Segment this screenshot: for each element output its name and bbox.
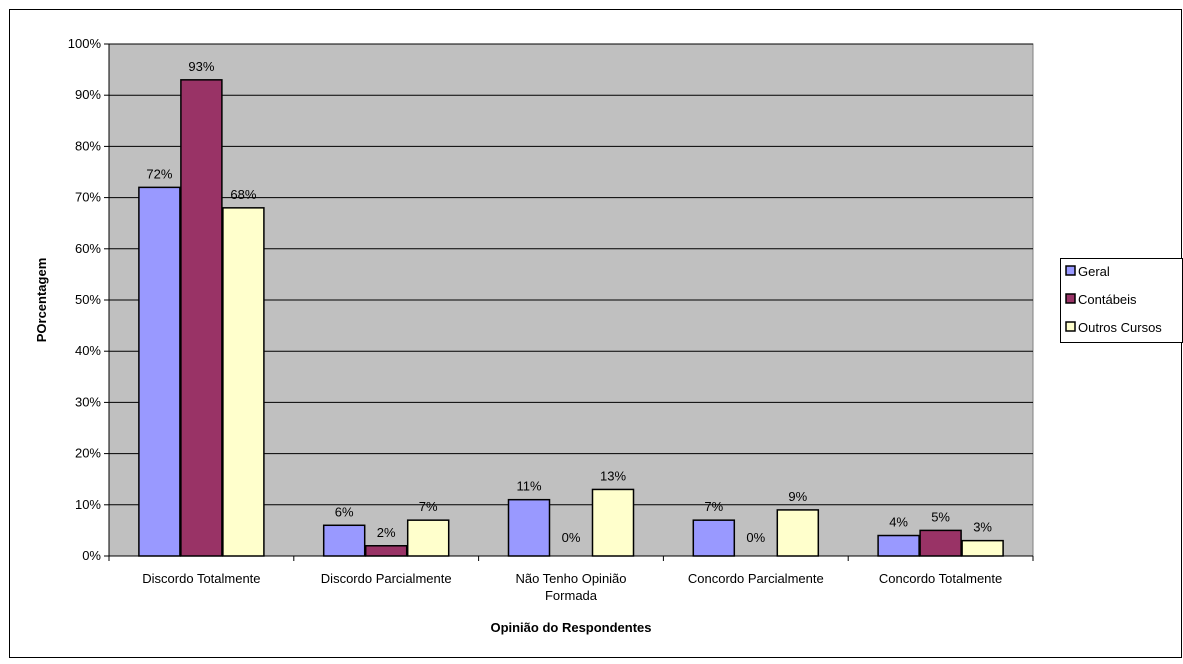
- x-tick-label: Não Tenho Opinião: [515, 571, 626, 586]
- data-label: 4%: [889, 515, 908, 530]
- y-tick-label: 20%: [75, 446, 101, 461]
- y-tick-label: 40%: [75, 343, 101, 358]
- data-label: 5%: [931, 509, 950, 524]
- y-axis-title: POrcentagem: [34, 258, 49, 343]
- x-axis-title: Opinião do Respondentes: [490, 620, 651, 635]
- x-tick-label: Formada: [545, 588, 598, 603]
- y-tick-label: 100%: [68, 36, 102, 51]
- bar: [919, 529, 962, 557]
- x-tick-label: Concordo Parcialmente: [688, 571, 824, 586]
- y-axis-ticks: 0% 10% 20% 30% 40% 50% 60% 70% 80% 90% 100%: [68, 36, 109, 563]
- bar: [364, 545, 408, 557]
- data-label: 11%: [516, 479, 541, 494]
- data-label: 2%: [377, 525, 396, 540]
- y-tick-label: 50%: [75, 292, 101, 307]
- y-tick-label: 90%: [75, 87, 101, 102]
- data-label: 7%: [704, 499, 723, 514]
- data-label: 72%: [146, 166, 172, 181]
- data-label: 3%: [973, 520, 992, 535]
- legend-label: Outros Cursos: [1078, 320, 1162, 335]
- y-tick-label: 0%: [82, 548, 101, 563]
- legend: Geral Contábeis Outros Cursos: [1060, 258, 1183, 343]
- bar: [591, 488, 635, 557]
- legend-label: Contábeis: [1078, 292, 1137, 307]
- x-tick-label: Discordo Totalmente: [142, 571, 260, 586]
- legend-label: Geral: [1078, 264, 1110, 279]
- data-label: 6%: [335, 504, 354, 519]
- bar: [961, 539, 1004, 557]
- legend-items: Geral Contábeis Outros Cursos: [1065, 264, 1162, 335]
- data-labels: 72% 6% 11% 7% 4% 93% 2% 0% 0% 5% 68% 7% 13% 9% 3%: [146, 59, 992, 545]
- y-tick-label: 70%: [75, 190, 101, 205]
- y-tick-label: 60%: [75, 241, 101, 256]
- legend-box: [1060, 258, 1183, 343]
- bar: [138, 186, 181, 557]
- bar: [776, 509, 820, 557]
- bar: [877, 534, 920, 557]
- bar: [180, 79, 223, 557]
- data-label: 93%: [188, 59, 214, 74]
- x-tick-label: Discordo Parcialmente: [321, 571, 452, 586]
- legend-swatch: [1065, 293, 1076, 304]
- data-label: 7%: [419, 499, 438, 514]
- data-label: 0%: [746, 530, 765, 545]
- bar: [507, 498, 551, 557]
- data-label: 9%: [788, 489, 807, 504]
- data-label: 68%: [230, 187, 256, 202]
- bar: [322, 524, 366, 557]
- data-label: 13%: [600, 468, 626, 483]
- legend-swatch: [1065, 321, 1076, 332]
- bar: [222, 207, 265, 557]
- y-tick-label: 10%: [75, 497, 101, 512]
- x-tick-label: Concordo Totalmente: [879, 571, 1002, 586]
- y-tick-label: 80%: [75, 138, 101, 153]
- bar: [692, 519, 736, 557]
- data-label: 0%: [562, 530, 581, 545]
- legend-swatch: [1065, 265, 1076, 276]
- x-axis-ticks: Discordo Totalmente Discordo Parcialmente…: [108, 556, 1034, 603]
- bar: [406, 519, 450, 557]
- y-tick-label: 30%: [75, 394, 101, 409]
